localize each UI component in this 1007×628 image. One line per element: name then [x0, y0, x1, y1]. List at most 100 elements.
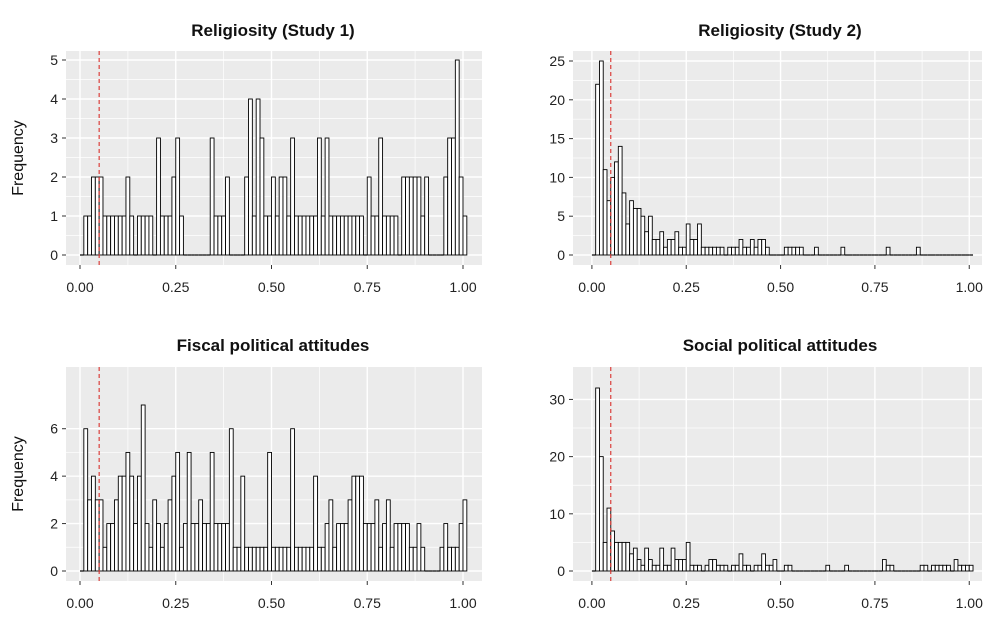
histogram-bar — [87, 215, 92, 256]
histogram-bar — [670, 547, 676, 572]
histogram-bar — [674, 559, 680, 572]
y-tick-label: 2 — [50, 169, 58, 185]
histogram-bar — [621, 541, 627, 572]
histogram-bar — [144, 523, 150, 572]
histogram-bar — [213, 523, 219, 572]
histogram-bar — [385, 499, 391, 572]
histogram-bar — [248, 546, 253, 572]
histogram-bar — [324, 523, 330, 572]
histogram-bar — [424, 176, 429, 256]
histogram-bar — [294, 215, 299, 256]
y-tick-label: 6 — [50, 421, 58, 437]
histogram-bar — [271, 176, 276, 256]
histogram-bar — [236, 546, 242, 572]
x-tick-label: 0.00 — [578, 279, 605, 295]
histogram-bar — [405, 176, 410, 256]
histogram-bar — [742, 564, 748, 572]
histogram-bar — [640, 564, 646, 572]
x-tick-label: 0.25 — [162, 595, 189, 611]
histogram-bar — [351, 215, 357, 256]
histogram-bar — [305, 546, 311, 572]
y-tick-label: 4 — [50, 468, 58, 484]
histogram-bar — [297, 215, 303, 256]
histogram-bar — [267, 451, 272, 572]
histogram-bar — [83, 215, 89, 256]
histogram-bar — [217, 523, 223, 572]
histogram-bar — [742, 246, 748, 256]
histogram-bar — [225, 523, 230, 572]
histogram-bar — [102, 215, 108, 256]
histogram-bar — [332, 546, 338, 572]
histogram-bar — [617, 145, 623, 256]
histogram-bar — [171, 475, 177, 572]
histogram-bar — [632, 207, 638, 256]
histogram-bar — [451, 546, 456, 572]
histogram-bar — [336, 523, 341, 572]
histogram-bar — [148, 546, 154, 572]
x-tick-label: 1.00 — [956, 279, 983, 295]
x-tick-label: 0.25 — [162, 279, 189, 295]
histogram-bar — [271, 546, 276, 572]
histogram-bar — [248, 98, 253, 256]
x-tick-label: 0.00 — [578, 595, 605, 611]
histogram-bar — [651, 564, 657, 572]
histogram-bar — [282, 176, 288, 256]
histogram-bar — [351, 475, 357, 572]
histogram-bar — [255, 546, 261, 572]
histogram-bar — [844, 564, 849, 572]
histogram-bar — [129, 215, 135, 256]
histogram-bar — [290, 428, 295, 572]
histogram-bar — [651, 239, 657, 256]
histogram-bar — [674, 231, 680, 256]
histogram-bar — [129, 475, 135, 572]
histogram-bar — [382, 215, 387, 256]
histogram-bar — [336, 215, 341, 256]
histogram-bar — [240, 475, 246, 572]
x-tick-label: 0.25 — [673, 595, 700, 611]
histogram-bar — [148, 215, 154, 256]
histogram-bar — [606, 507, 612, 572]
histogram-bar — [462, 499, 468, 572]
histogram-bar — [408, 176, 414, 256]
histogram-bar — [401, 176, 407, 256]
histogram-bar — [267, 215, 272, 256]
histogram-bar — [704, 564, 710, 572]
histogram-bar — [182, 523, 188, 572]
histogram-bar — [738, 553, 744, 572]
histogram-bar — [136, 215, 142, 256]
histogram-bar — [614, 541, 619, 572]
histogram-bar — [152, 499, 158, 572]
histogram-bar — [382, 523, 387, 572]
histogram-bar — [957, 564, 963, 572]
histogram-bar — [401, 523, 407, 572]
histogram-bar — [221, 523, 226, 572]
histogram-bar — [106, 523, 112, 572]
histogram-bar — [320, 546, 326, 572]
histogram-bar — [274, 215, 280, 256]
histogram-bar — [259, 546, 265, 572]
histogram-bar — [606, 200, 612, 256]
histogram-bar — [309, 546, 315, 572]
histogram-bar — [723, 564, 729, 572]
histogram-bar — [278, 176, 284, 256]
histogram-bar — [697, 564, 702, 572]
histogram-bar — [198, 499, 204, 572]
y-tick-label: 0 — [557, 247, 565, 263]
histogram-bar — [678, 246, 683, 256]
x-tick-label: 0.50 — [258, 279, 285, 295]
histogram-bar — [167, 499, 173, 572]
plot-area: 0.00 0.25 0.50 0.75 1.00 0 2 4 6 — [50, 367, 482, 611]
histogram-bar — [209, 451, 215, 572]
y-tick-label: 30 — [549, 391, 565, 407]
histogram-bar — [757, 564, 763, 572]
histogram-bar — [420, 215, 426, 256]
histogram-bar — [359, 215, 364, 256]
histogram-bar — [94, 499, 100, 572]
histogram-bar — [462, 215, 468, 256]
y-tick-label: 0 — [50, 563, 58, 579]
histogram-bar — [919, 564, 925, 572]
histogram-bar — [290, 137, 295, 256]
x-tick-label: 1.00 — [956, 595, 983, 611]
histogram-bar — [693, 564, 699, 572]
